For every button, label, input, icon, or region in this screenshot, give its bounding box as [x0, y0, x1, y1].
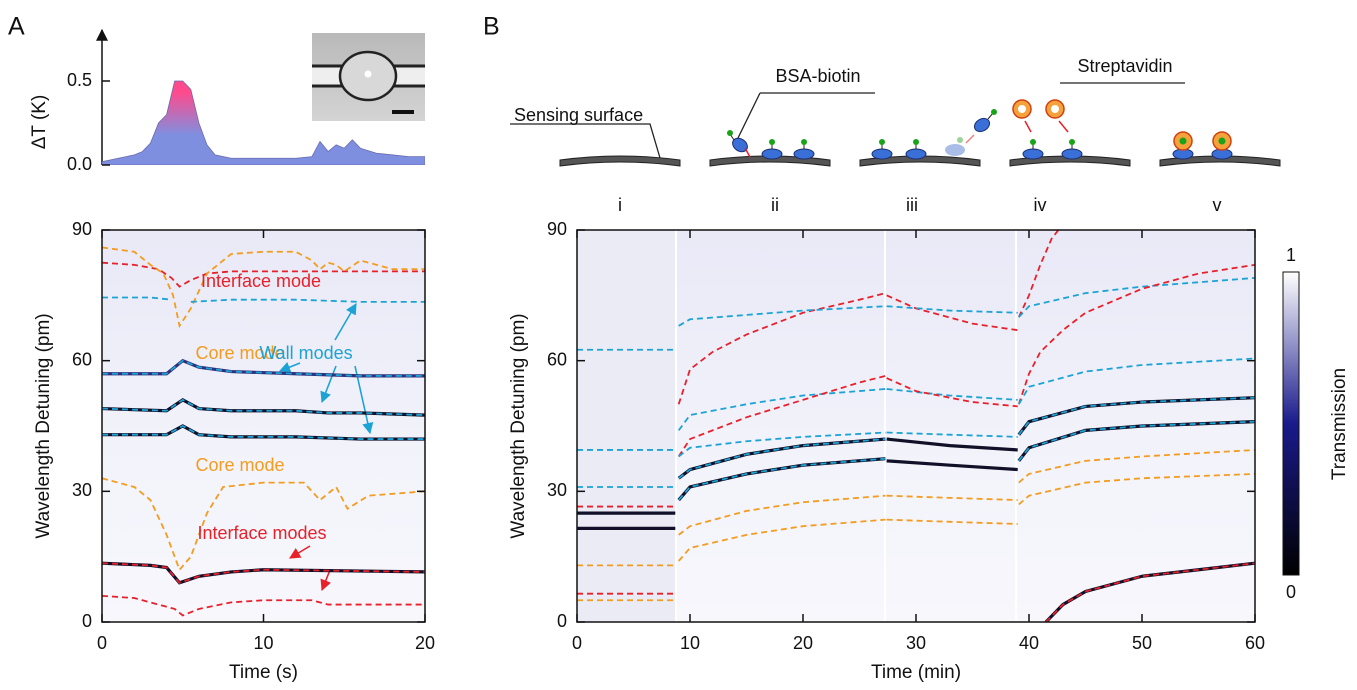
stage-label: iv: [1034, 195, 1047, 215]
x-tick-label: 20: [793, 633, 813, 653]
mode-line: [1018, 473, 1255, 506]
mode-line: [677, 292, 886, 405]
y-tick-label: 60: [72, 349, 92, 369]
y-axis-title: ΔT (K): [29, 95, 50, 150]
mode-line: [102, 296, 425, 303]
mode-line: [886, 305, 1018, 314]
mode-line: [102, 424, 425, 440]
x-axis-title: Time (min): [871, 662, 961, 683]
annotation: Wall modes: [259, 343, 352, 363]
mode-line: [102, 359, 425, 377]
mode-line: [677, 388, 886, 431]
mode-line: [886, 459, 1018, 472]
mode-line: [102, 562, 425, 584]
schematic: [510, 82, 1281, 167]
y-tick-label: 30: [72, 480, 92, 500]
mode-line: [102, 477, 425, 572]
y-tick-label: 0.0: [67, 154, 92, 174]
y-tick-label: 0.5: [67, 70, 92, 90]
annotation: Core mode: [195, 455, 284, 475]
mode-line: [678, 457, 886, 501]
annotation: Interface modes: [197, 523, 326, 543]
mode-line: [1017, 263, 1255, 405]
colorbar-title: Transmission: [1329, 368, 1350, 480]
schematic-label: BSA-biotin: [775, 66, 860, 86]
mode-line: [678, 431, 886, 458]
x-tick-label: 50: [1132, 633, 1152, 653]
inset-photo: [312, 33, 425, 121]
colorbar-tick-label: 1: [1286, 245, 1296, 265]
x-tick-label: 40: [1019, 633, 1039, 653]
annotation: Core mode: [195, 343, 284, 363]
y-tick-label: 0: [82, 611, 92, 631]
y-tick-label: 0: [557, 611, 567, 631]
area: [102, 80, 425, 165]
mode-line: [678, 494, 886, 536]
y-tick-label: 60: [547, 349, 567, 369]
x-axis-title: Time (s): [229, 662, 298, 683]
y-axis-title: Wavelength Detuning (pm): [33, 313, 54, 538]
mode-line: [1018, 449, 1255, 484]
stage-label: ii: [771, 195, 779, 215]
colorbar-tick-label: 0: [1286, 582, 1296, 602]
panel-label: A: [8, 13, 25, 41]
mode-line: [677, 375, 886, 457]
mode-line: [886, 437, 1018, 452]
mode-line: [102, 261, 425, 288]
x-tick-label: 30: [906, 633, 926, 653]
schematic-label: Sensing surface: [514, 105, 643, 125]
x-tick-label: 10: [253, 633, 273, 653]
mode-line: [678, 518, 886, 562]
mode-line: [1018, 420, 1255, 462]
mode-line: [886, 431, 1018, 438]
schematic-label: Streptavidin: [1077, 56, 1172, 76]
y-tick-label: 30: [547, 480, 567, 500]
mode-line: [102, 594, 425, 617]
mode-line: [1018, 396, 1255, 436]
mode-line: [678, 438, 886, 479]
segment-boundaries: [675, 230, 1017, 622]
colorbar: [1282, 271, 1300, 576]
x-tick-label: 10: [680, 633, 700, 653]
y-tick-label: 90: [72, 219, 92, 239]
y-axis-title: Wavelength Detuning (pm): [508, 313, 529, 538]
x-tick-label: 0: [572, 633, 582, 653]
mode-line: [886, 494, 1018, 501]
panel-label: B: [483, 13, 500, 41]
y-tick-label: 90: [547, 219, 567, 239]
mode-line: [886, 518, 1018, 525]
mode-line: [1045, 562, 1255, 622]
heatmap: [577, 230, 677, 622]
mode-line: [886, 388, 1018, 401]
mode-line: [886, 377, 1018, 408]
x-tick-label: 0: [97, 633, 107, 653]
stage-label: v: [1213, 195, 1222, 215]
annotation: Interface mode: [201, 271, 321, 291]
mode-line: [1018, 277, 1255, 318]
x-tick-label: 20: [415, 633, 435, 653]
stage-label: iii: [906, 195, 918, 215]
stage-label: i: [618, 195, 622, 215]
mode-line: [1018, 357, 1255, 405]
mode-line: [886, 294, 1018, 332]
x-tick-label: 60: [1245, 633, 1265, 653]
mode-line: [678, 305, 886, 327]
mode-line: [102, 398, 425, 417]
